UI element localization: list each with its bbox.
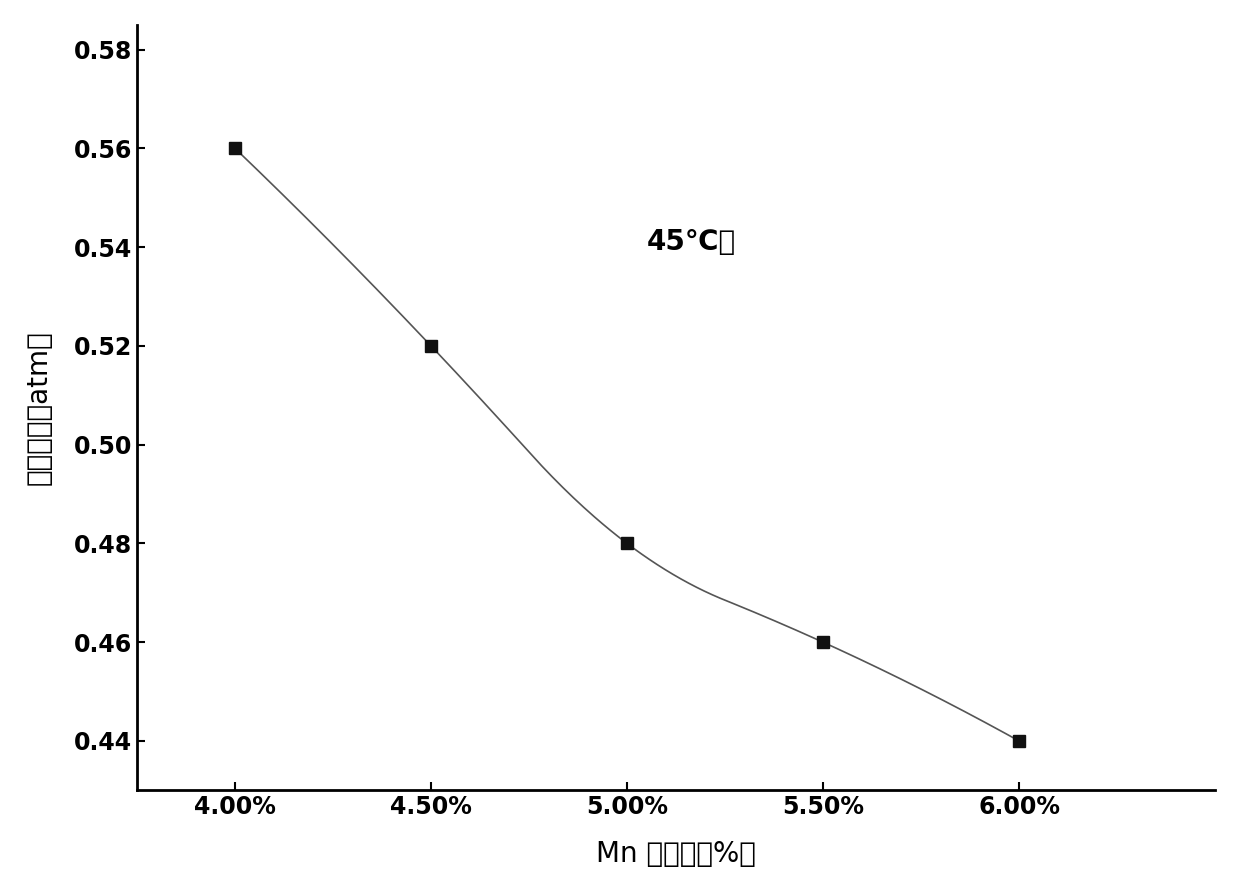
Y-axis label: 平衡氢压（atm）: 平衡氢压（atm）: [25, 330, 53, 485]
Text: 45℃下: 45℃下: [646, 229, 735, 256]
X-axis label: Mn 含有量（%）: Mn 含有量（%）: [596, 840, 756, 868]
